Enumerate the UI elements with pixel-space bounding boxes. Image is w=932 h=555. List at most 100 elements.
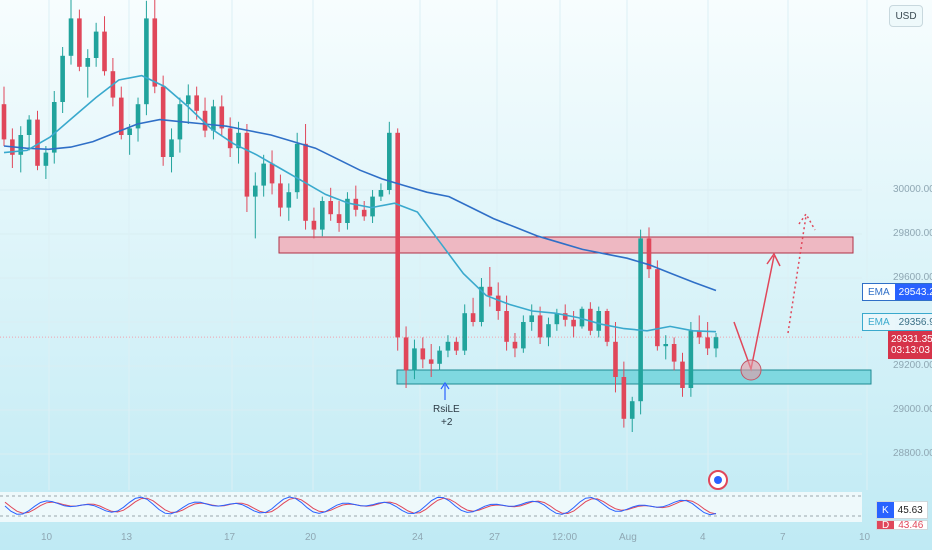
signal-count: +2: [441, 417, 453, 428]
candle-body: [361, 209, 367, 217]
candle-body: [403, 337, 409, 371]
candle-body: [420, 348, 426, 360]
candle-body: [546, 324, 551, 338]
candle-body: [521, 322, 526, 349]
candle-body: [588, 308, 593, 331]
candle-body: [554, 313, 560, 325]
price-tick-label: 29000.00: [893, 404, 932, 415]
candle-body: [51, 102, 57, 153]
ema-slow-line: [3, 118, 717, 292]
candle-body: [713, 337, 719, 349]
candle-body: [479, 286, 484, 322]
candle-body: [621, 377, 627, 419]
candle-body: [85, 58, 91, 67]
candle-body: [562, 313, 568, 320]
candle-body: [152, 18, 158, 87]
candles: [1, 0, 719, 432]
candle-body: [127, 128, 132, 135]
price-tick-label: 30000.00: [893, 184, 932, 195]
candle-body: [311, 220, 317, 230]
candle-body: [395, 132, 400, 338]
time-tick-label: 27: [489, 532, 501, 543]
candle-body: [495, 295, 501, 311]
stoch-k-line: [4, 496, 717, 516]
price-tick-label: 29600.00: [893, 272, 932, 283]
candle-body: [26, 119, 32, 135]
candle-body: [462, 313, 468, 351]
candle-body: [655, 269, 660, 347]
target-circle: [740, 359, 762, 381]
time-tick-label: Aug: [619, 532, 637, 543]
stoch-d-value: 43.46: [898, 520, 924, 530]
candle-body: [629, 401, 635, 419]
candle-body: [185, 95, 191, 105]
candle-body: [638, 238, 643, 402]
candle-body: [445, 341, 451, 351]
candle-body: [529, 315, 535, 322]
candle-body: [320, 201, 325, 230]
candle-body: [160, 86, 166, 157]
candle-body: [35, 119, 40, 166]
time-tick-label: 12:00: [552, 532, 578, 543]
candle-body: [387, 132, 392, 190]
candle-body: [336, 214, 342, 223]
candle-body: [18, 135, 24, 155]
candle-body: [135, 104, 141, 129]
candle-body: [60, 55, 65, 102]
time-tick-label: 10: [859, 532, 871, 543]
candle-body: [194, 95, 199, 111]
candle-body: [596, 311, 602, 331]
countdown-value: 03:13:03: [891, 345, 930, 356]
candle-body: [671, 344, 677, 362]
time-tick-label: 20: [305, 532, 317, 543]
stoch-k-value: 45.63: [897, 504, 923, 516]
ema-slow-tag: EMA 29543.26: [862, 283, 932, 301]
candle-body: [688, 330, 694, 388]
candle-body: [236, 132, 241, 149]
candle-body: [102, 31, 107, 72]
candle-body: [278, 183, 283, 208]
candle-body: [454, 341, 459, 351]
price-tick-label: 29200.00: [893, 360, 932, 371]
signal-label: RsiLE: [433, 404, 460, 415]
time-tick-label: 4: [700, 532, 706, 543]
time-tick-label: 17: [224, 532, 236, 543]
candle-body: [144, 18, 149, 105]
candle-body: [696, 330, 702, 338]
candle-body: [537, 315, 543, 338]
candle-body: [604, 311, 610, 342]
time-tick-label: 7: [780, 532, 786, 543]
candle-body: [579, 308, 585, 327]
candle-body: [437, 350, 442, 364]
candle-body: [428, 359, 434, 364]
candle-body: [43, 152, 49, 166]
candle-body: [286, 192, 292, 208]
candle-body: [227, 128, 233, 149]
stoch-d-name: D: [877, 521, 895, 529]
candle-body: [244, 132, 250, 197]
stoch-k-tag: K 45.63: [876, 501, 928, 519]
candle-body: [378, 190, 384, 197]
candle-body: [261, 163, 266, 186]
candle-body: [219, 106, 225, 129]
candle-body: [504, 311, 509, 342]
ema-fast-tag: EMA 29356.91: [862, 313, 932, 331]
currency-selector[interactable]: USD: [889, 5, 923, 27]
signal-arrow-head: [440, 381, 450, 390]
price-tick-label: 29800.00: [893, 228, 932, 239]
candle-body: [294, 143, 300, 193]
candle-body: [77, 18, 82, 67]
stochastic-pane: [0, 492, 862, 522]
ema-slow-name: EMA: [868, 286, 890, 298]
candle-body: [118, 97, 124, 135]
last-price-tag: 29331.35 03:13:03: [888, 331, 932, 359]
candle-body: [613, 341, 618, 377]
candle-body: [328, 201, 333, 215]
stoch-k-name: K: [877, 502, 894, 518]
candle-body: [705, 337, 710, 349]
stoch-background: [0, 492, 862, 522]
support-zone: [396, 369, 872, 385]
time-tick-label: 10: [41, 532, 53, 543]
